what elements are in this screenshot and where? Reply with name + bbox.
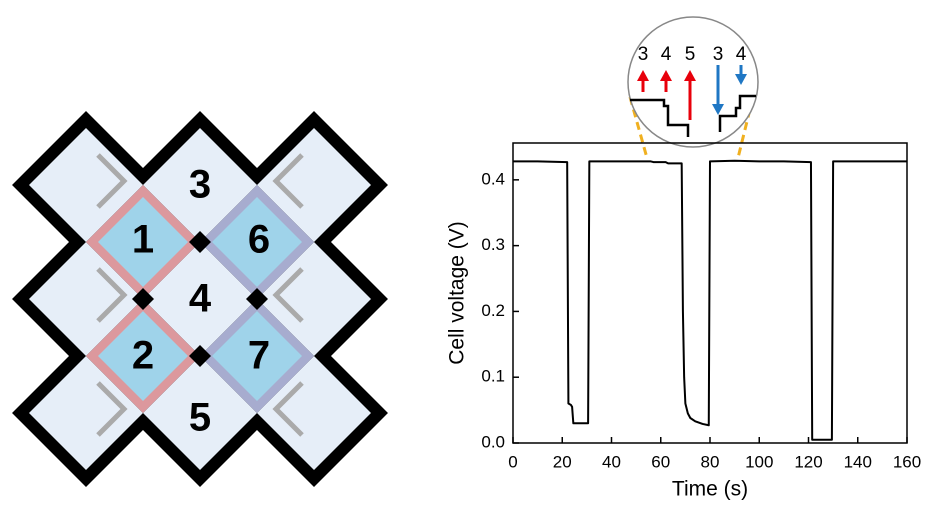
- inset-circle: [628, 17, 758, 147]
- figure: 1 2 3 4 5 6 7 34534 Time (s) Cell voltag…: [0, 0, 933, 505]
- inset-label: 3: [638, 44, 649, 65]
- cell-label: 6: [248, 218, 270, 262]
- y-tick-label: 0.0: [481, 432, 505, 451]
- y-tick-label: 0.1: [481, 367, 505, 386]
- y-axis-title: Cell voltage (V): [446, 221, 469, 365]
- inset-label: 3: [713, 44, 724, 65]
- x-tick-label: 140: [844, 452, 872, 471]
- cell-label: 2: [132, 334, 154, 378]
- y-tick-label: 0.4: [481, 169, 505, 188]
- x-tick-label: 100: [745, 452, 773, 471]
- x-tick-label: 60: [651, 452, 670, 471]
- cell-label: 4: [189, 277, 212, 321]
- cell-label: 1: [132, 218, 154, 262]
- x-tick-label: 40: [602, 452, 621, 471]
- x-tick-label: 120: [794, 452, 822, 471]
- data-line: [513, 161, 907, 440]
- x-tick-label: 160: [893, 452, 921, 471]
- y-tick-label: 0.2: [481, 301, 505, 320]
- cell-label: 3: [189, 163, 211, 207]
- cell-label: 7: [248, 334, 270, 378]
- x-tick-label: 20: [553, 452, 572, 471]
- inset-label: 4: [736, 44, 747, 65]
- chart: Time (s) Cell voltage (V) 0 20 40 60 80 100 12…: [446, 143, 922, 501]
- x-axis-title: Time (s): [672, 478, 748, 501]
- x-tick-label: 0: [508, 452, 517, 471]
- inset-label: 4: [661, 44, 672, 65]
- y-tick-label: 0.3: [481, 235, 505, 254]
- x-tick-label: 80: [701, 452, 720, 471]
- cell-label: 5: [189, 396, 211, 440]
- inset-label: 5: [685, 44, 696, 65]
